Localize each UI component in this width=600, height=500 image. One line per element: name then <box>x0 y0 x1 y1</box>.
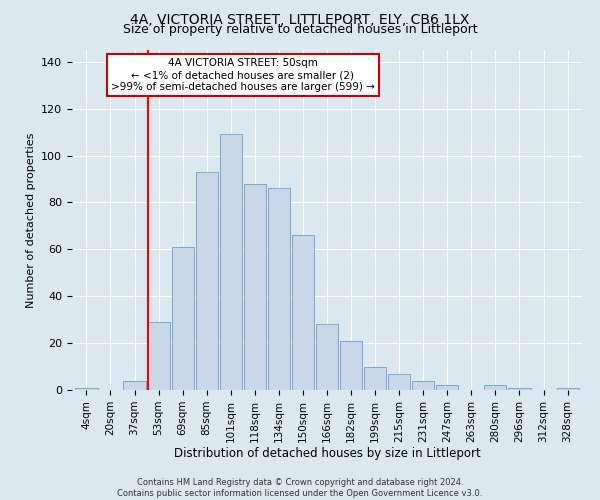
Bar <box>124 380 146 390</box>
Bar <box>508 388 530 390</box>
Bar <box>484 386 506 390</box>
Bar <box>148 322 170 390</box>
Bar <box>292 235 314 390</box>
Y-axis label: Number of detached properties: Number of detached properties <box>26 132 35 308</box>
Bar <box>340 341 362 390</box>
Bar <box>316 324 338 390</box>
Bar <box>268 188 290 390</box>
Text: 4A, VICTORIA STREET, LITTLEPORT, ELY, CB6 1LX: 4A, VICTORIA STREET, LITTLEPORT, ELY, CB… <box>130 12 470 26</box>
Bar <box>196 172 218 390</box>
Bar <box>557 388 578 390</box>
Bar <box>412 380 434 390</box>
Bar <box>364 366 386 390</box>
Bar <box>76 388 98 390</box>
Bar <box>220 134 242 390</box>
Text: Size of property relative to detached houses in Littleport: Size of property relative to detached ho… <box>122 22 478 36</box>
Bar <box>172 247 194 390</box>
Bar <box>388 374 410 390</box>
Bar <box>244 184 266 390</box>
Text: Contains HM Land Registry data © Crown copyright and database right 2024.
Contai: Contains HM Land Registry data © Crown c… <box>118 478 482 498</box>
Text: 4A VICTORIA STREET: 50sqm
← <1% of detached houses are smaller (2)
>99% of semi-: 4A VICTORIA STREET: 50sqm ← <1% of detac… <box>111 58 375 92</box>
X-axis label: Distribution of detached houses by size in Littleport: Distribution of detached houses by size … <box>173 448 481 460</box>
Bar <box>436 386 458 390</box>
